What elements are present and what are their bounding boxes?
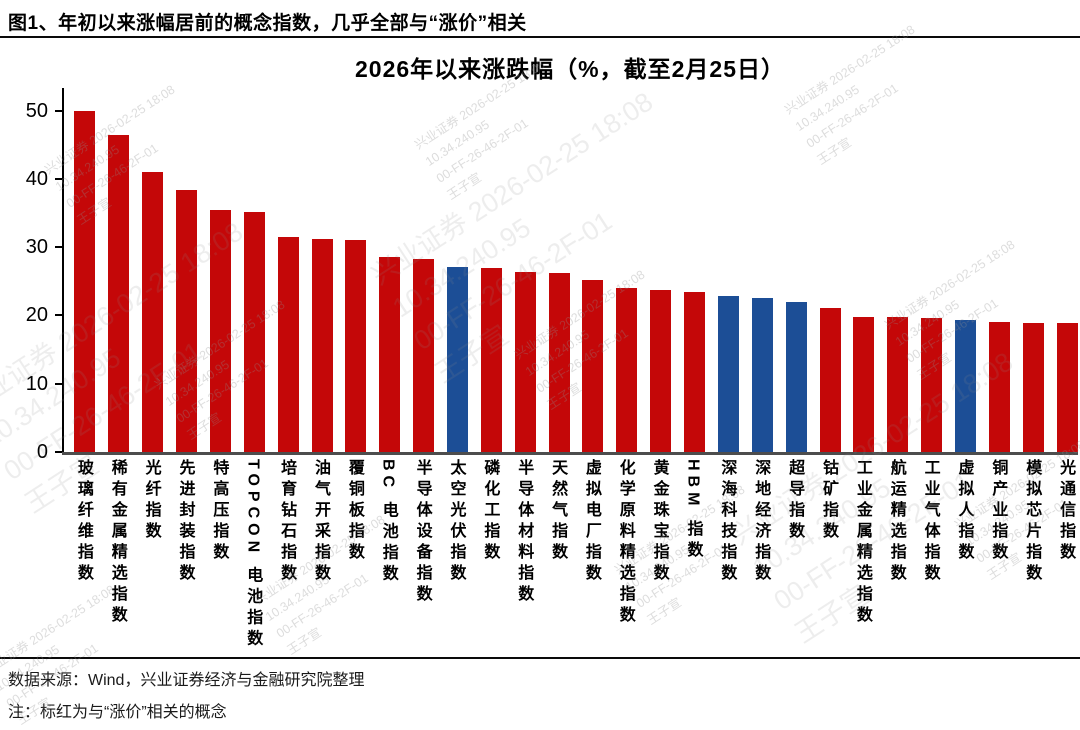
- y-tick-label-0: 0: [36, 441, 48, 463]
- y-tick-label-40: 40: [25, 167, 48, 190]
- bar-14: [548, 273, 570, 452]
- footer: 数据来源：Wind，兴业证券经济与金融研究院整理 注：标红为与“涨价”相关的概念: [0, 657, 1080, 722]
- y-tick-40: [55, 177, 62, 180]
- bar-28: [1022, 322, 1044, 452]
- x-label-4: 特高压指数: [210, 459, 228, 564]
- x-label-28: 模拟芯片指数: [1023, 459, 1041, 585]
- x-label-2: 光纤指数: [142, 459, 160, 543]
- x-label-9: BC 电池指数: [379, 459, 397, 586]
- bar-18: [684, 292, 706, 452]
- bar-12: [480, 268, 502, 452]
- x-label-23: 工业金属精选指数: [853, 459, 871, 627]
- x-label-27: 铜产业指数: [989, 459, 1007, 564]
- bar-11: [446, 266, 468, 452]
- plot-area: [62, 88, 1080, 452]
- x-label-25: 工业气体指数: [921, 459, 939, 585]
- y-tick-10: [55, 382, 62, 385]
- bar-7: [311, 238, 333, 452]
- bar-3: [176, 189, 198, 452]
- x-label-15: 虚拟电厂指数: [582, 459, 600, 585]
- bar-21: [785, 302, 807, 452]
- bar-5: [243, 211, 265, 452]
- bar-2: [142, 172, 164, 452]
- bar-20: [751, 298, 773, 452]
- x-label-22: 钴矿指数: [820, 459, 837, 543]
- bar-6: [277, 236, 299, 452]
- bar-1: [108, 135, 130, 452]
- x-label-12: 磷化工指数: [481, 459, 499, 564]
- x-label-14: 天然气指数: [549, 459, 567, 564]
- bar-25: [921, 318, 943, 452]
- bar-29: [1056, 322, 1078, 452]
- x-label-10: 半导体设备指数: [413, 459, 431, 606]
- x-label-24: 航运精选指数: [887, 459, 905, 585]
- x-label-29: 光通信指数: [1057, 459, 1075, 564]
- bar-9: [379, 257, 401, 452]
- bar-16: [616, 288, 638, 452]
- x-label-16: 化学原料精选指数: [616, 459, 634, 627]
- x-label-6: 培育钻石指数: [278, 459, 296, 585]
- y-tick-label-50: 50: [25, 99, 48, 122]
- x-label-5: TOPCON 电池指数: [244, 459, 262, 651]
- bar-17: [650, 290, 672, 452]
- x-label-3: 先进封装指数: [176, 459, 194, 585]
- x-label-11: 太空光伏指数: [447, 459, 465, 585]
- x-label-0: 玻璃纤维指数: [74, 459, 92, 585]
- x-label-8: 覆铜板指数: [345, 459, 363, 564]
- y-tick-50: [55, 109, 62, 112]
- chart-title: 2026年以来涨跌幅（%，截至2月25日）: [355, 56, 785, 82]
- bar-26: [954, 319, 976, 452]
- x-label-20: 深地经济指数: [752, 459, 770, 585]
- footnote: 注：标红为与“涨价”相关的概念: [8, 704, 227, 721]
- bar-23: [853, 317, 875, 452]
- x-label-18: HBM 指数: [684, 459, 702, 562]
- x-label-21: 超导指数: [786, 459, 804, 543]
- bar-24: [887, 317, 909, 452]
- bar-22: [819, 307, 841, 452]
- bar-0: [74, 110, 96, 452]
- y-tick-20: [55, 314, 62, 317]
- y-tick-label-20: 20: [25, 304, 48, 327]
- data-source: 数据来源：Wind，兴业证券经济与金融研究院整理: [8, 672, 365, 689]
- bar-27: [988, 322, 1010, 452]
- x-label-17: 黄金珠宝指数: [650, 459, 668, 585]
- bar-15: [582, 279, 604, 452]
- y-tick-label-30: 30: [25, 236, 48, 259]
- x-label-13: 半导体材料指数: [515, 459, 533, 606]
- x-label-7: 油气开采指数: [312, 459, 329, 585]
- x-label-26: 虚拟人指数: [955, 459, 973, 564]
- y-tick-30: [55, 246, 62, 249]
- bar-4: [209, 210, 231, 452]
- x-axis-line: [62, 452, 1078, 455]
- figure-title: 图1、年初以来涨幅居前的概念指数，几乎全部与“涨价”相关: [8, 13, 527, 34]
- y-tick-0: [55, 451, 62, 453]
- x-label-19: 深海科技指数: [718, 459, 736, 585]
- bar-10: [413, 259, 435, 452]
- bar-13: [514, 271, 536, 452]
- x-label-1: 稀有金属精选指数: [108, 459, 126, 627]
- bar-19: [717, 296, 739, 452]
- y-tick-label-10: 10: [25, 372, 48, 395]
- figure-header: 图1、年初以来涨幅居前的概念指数，几乎全部与“涨价”相关: [0, 0, 1080, 38]
- bar-8: [345, 240, 367, 452]
